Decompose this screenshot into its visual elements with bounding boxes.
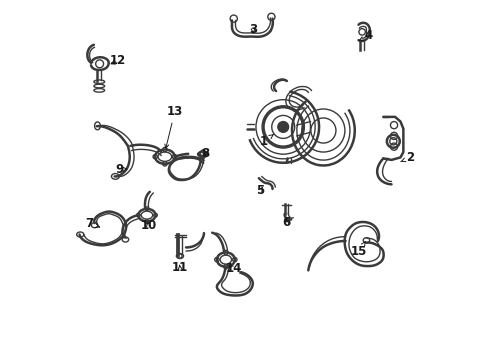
Text: 4: 4: [358, 29, 371, 42]
Text: 13: 13: [164, 105, 183, 148]
Text: 3: 3: [248, 23, 257, 36]
Text: 8: 8: [201, 147, 209, 159]
Text: 1: 1: [260, 135, 273, 148]
Text: 7: 7: [85, 217, 99, 230]
Text: 2: 2: [400, 151, 413, 164]
Text: 12: 12: [110, 54, 126, 67]
Text: 6: 6: [282, 216, 290, 229]
Text: 15: 15: [350, 242, 366, 257]
Text: 14: 14: [225, 262, 242, 275]
Circle shape: [277, 122, 288, 132]
Text: 10: 10: [140, 219, 156, 233]
Text: 9: 9: [115, 163, 127, 176]
Text: 5: 5: [256, 184, 264, 197]
Text: 11: 11: [171, 261, 188, 274]
